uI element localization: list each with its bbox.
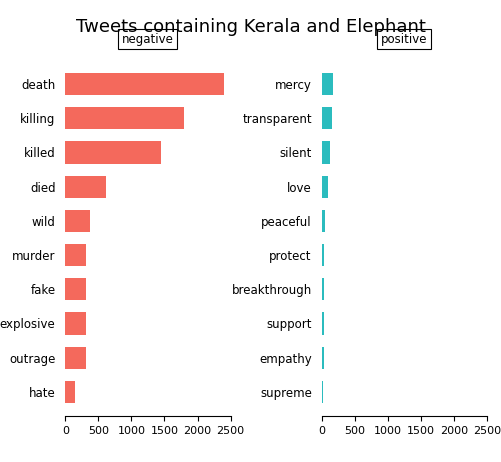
Bar [65, 141, 161, 164]
Bar [321, 346, 323, 369]
Bar [65, 244, 86, 266]
Bar [65, 346, 86, 369]
Bar [65, 278, 86, 300]
Bar [65, 210, 90, 232]
Bar [321, 278, 324, 300]
Bar [321, 210, 324, 232]
Bar [321, 381, 322, 403]
Bar [65, 73, 223, 95]
Bar [321, 176, 328, 198]
Text: positive: positive [380, 33, 427, 46]
Bar [321, 141, 330, 164]
Bar [65, 107, 184, 129]
Text: Tweets containing Kerala and Elephant: Tweets containing Kerala and Elephant [76, 18, 425, 36]
Bar [321, 107, 331, 129]
Bar [65, 381, 75, 403]
Bar [65, 176, 106, 198]
Bar [65, 312, 86, 334]
Text: negative: negative [122, 33, 173, 46]
Bar [321, 312, 323, 334]
Bar [321, 73, 333, 95]
Bar [321, 244, 324, 266]
